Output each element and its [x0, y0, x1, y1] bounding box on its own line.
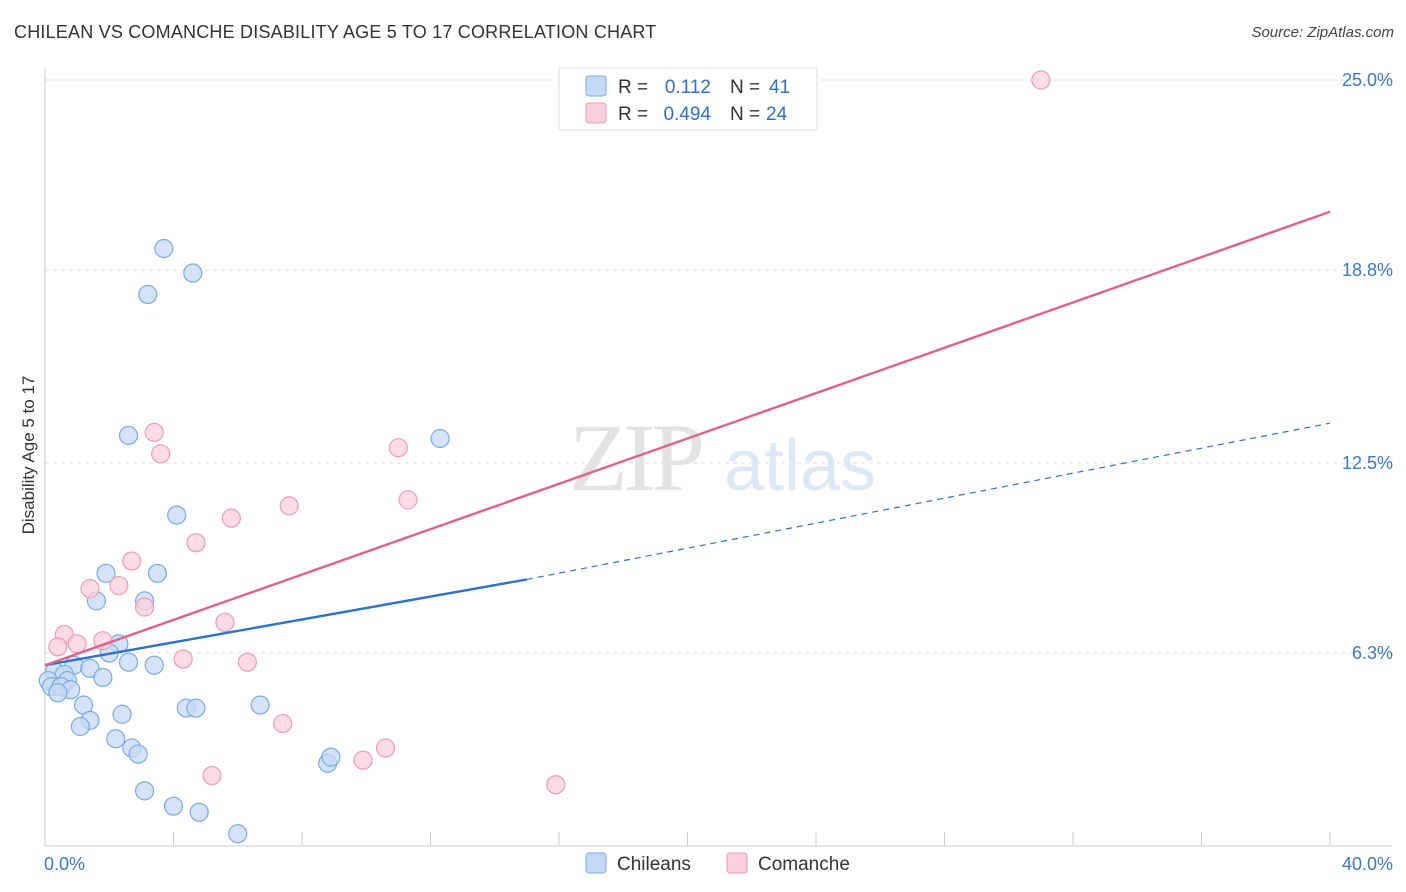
- point-comanche-11: [134, 597, 155, 617]
- x-axis-ticks: [173, 832, 1331, 846]
- point-chileans-38: [163, 796, 184, 816]
- point-chileans-24: [48, 683, 68, 703]
- point-comanche-9: [109, 575, 129, 596]
- trend-line-chileans-extension: [526, 422, 1331, 581]
- watermark: ZIP atlas: [569, 404, 876, 511]
- legend-n-value-comanche: 24: [766, 104, 788, 125]
- y-axis-tick-labels: 6.3% 12.5% 18.8% 25.0%: [1342, 70, 1393, 663]
- point-comanche-18: [237, 652, 257, 672]
- point-chileans-27: [186, 698, 206, 718]
- point-comanche-6: [221, 508, 241, 528]
- trend-lines: [44, 210, 1331, 667]
- series-comanche-points: [48, 70, 1051, 795]
- point-chileans-34: [128, 744, 148, 764]
- point-chileans-1: [183, 263, 203, 283]
- point-comanche-23: [546, 775, 566, 795]
- y-axis-title: Disability Age 5 to 17: [19, 376, 38, 535]
- point-comanche-20: [375, 738, 396, 758]
- point-comanche-1: [144, 422, 164, 442]
- point-comanche-22: [202, 765, 222, 786]
- point-chileans-37: [134, 781, 155, 801]
- chart-source: Source: ZipAtlas.com: [1251, 24, 1394, 41]
- bottom-legend-label-chileans: Chileans: [617, 854, 691, 875]
- point-chileans-31: [70, 716, 90, 737]
- point-comanche-17: [173, 649, 193, 669]
- point-comanche-3: [388, 438, 408, 458]
- point-chileans-4: [430, 428, 450, 449]
- legend-swatch-chileans: [585, 75, 607, 97]
- point-chileans-40: [228, 824, 248, 844]
- watermark-zip: ZIP: [569, 404, 702, 511]
- point-chileans-36: [321, 747, 341, 767]
- y-tick-label-0: 6.3%: [1352, 643, 1393, 663]
- bottom-legend-swatch-comanche: [726, 852, 748, 874]
- point-chileans-0: [154, 238, 174, 259]
- point-comanche-8: [122, 551, 142, 571]
- y-tick-label-1: 12.5%: [1342, 453, 1393, 473]
- point-chileans-32: [106, 729, 126, 749]
- point-chileans-6: [96, 563, 116, 583]
- legend-n-value-chileans: 41: [769, 77, 790, 98]
- legend-swatch-comanche: [585, 102, 607, 124]
- point-chileans-29: [112, 704, 132, 724]
- point-comanche-21: [353, 750, 373, 770]
- point-comanche-12: [215, 612, 235, 632]
- y-tick-label-2: 18.8%: [1342, 260, 1393, 280]
- point-chileans-12: [118, 652, 139, 672]
- legend-r-value-comanche: 0.494: [663, 104, 711, 125]
- legend-r-label-chileans: R =: [618, 77, 648, 98]
- legend-n-label-comanche: N =: [730, 104, 760, 125]
- point-comanche-7: [186, 533, 206, 553]
- chart-title: CHILEAN VS COMANCHE DISABILITY AGE 5 TO …: [14, 22, 657, 42]
- point-chileans-2: [138, 284, 158, 305]
- point-chileans-3: [118, 425, 139, 446]
- x-tick-label-min: 0.0%: [44, 854, 85, 874]
- x-tick-label-max: 40.0%: [1342, 854, 1393, 874]
- point-comanche-2: [151, 444, 171, 464]
- bottom-legend-swatch-chileans: [585, 852, 607, 874]
- point-chileans-7: [147, 563, 168, 583]
- point-chileans-28: [250, 695, 270, 715]
- bottom-legend-label-comanche: Comanche: [758, 854, 850, 875]
- point-comanche-10: [80, 579, 100, 599]
- bottom-legend: Chileans Comanche: [585, 852, 850, 875]
- axes: [44, 68, 1392, 847]
- legend-n-label-chileans: N =: [730, 77, 760, 98]
- point-comanche-19: [273, 713, 293, 734]
- point-comanche-16: [48, 637, 68, 657]
- point-chileans-39: [189, 802, 209, 822]
- point-chileans-18: [93, 667, 113, 688]
- point-comanche-5: [279, 496, 299, 516]
- grid-lines: [45, 79, 1392, 654]
- point-chileans-5: [167, 505, 187, 525]
- legend-r-label-comanche: R =: [618, 104, 648, 125]
- watermark-atlas: atlas: [724, 426, 876, 506]
- point-comanche-15: [67, 634, 87, 654]
- point-comanche-4: [398, 490, 418, 510]
- y-tick-label-3: 25.0%: [1342, 70, 1393, 90]
- point-comanche-0: [1031, 70, 1051, 90]
- legend: R = 0.112 N = 41 R = 0.494 N = 24: [558, 67, 818, 131]
- trend-line-comanche: [44, 210, 1331, 667]
- trend-line-chileans: [44, 578, 528, 667]
- point-chileans-13: [144, 655, 164, 675]
- series-chileans-points: [38, 238, 450, 844]
- legend-r-value-chileans: 0.112: [665, 77, 711, 98]
